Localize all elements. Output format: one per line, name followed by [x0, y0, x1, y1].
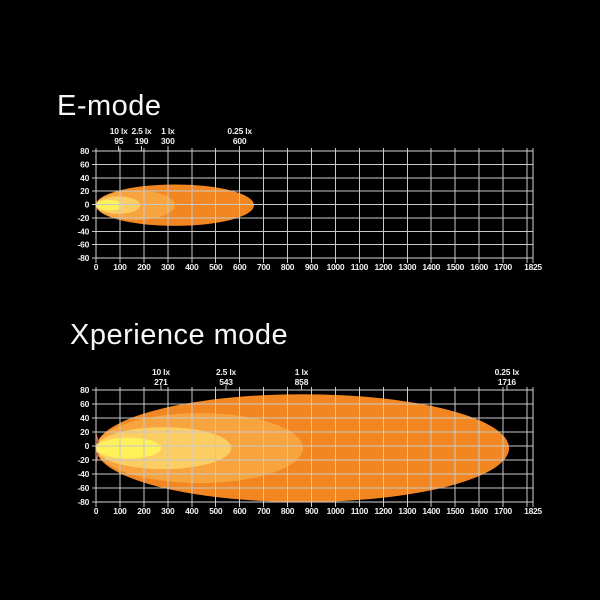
x-tick-label: 900: [305, 506, 319, 516]
x-tick-label: 600: [233, 506, 247, 516]
x-tick-label: 500: [209, 262, 223, 272]
x-tick-label: 1000: [327, 262, 345, 272]
x-tick-label: 1825: [524, 262, 542, 272]
x-tick-label: 1600: [470, 506, 488, 516]
x-tick-label: 1500: [446, 506, 464, 516]
y-tick-label: -80: [78, 253, 90, 263]
x-tick-label: 1500: [446, 262, 464, 272]
x-tick-label: 300: [161, 262, 175, 272]
isolux-distance: 600: [233, 136, 247, 146]
beam-contour-10-lx: [96, 437, 162, 459]
x-tick-label: 600: [233, 262, 247, 272]
x-tick-label: 1400: [422, 506, 440, 516]
y-tick-label: 0: [85, 200, 90, 210]
y-tick-label: 80: [80, 146, 89, 156]
isolux-distance: 1716: [498, 377, 517, 387]
x-tick-label: 300: [161, 506, 175, 516]
x-tick-label: 1300: [398, 262, 416, 272]
y-tick-label: 40: [80, 173, 89, 183]
x-tick-label: 1700: [494, 506, 512, 516]
isolux-distance: 271: [154, 377, 168, 387]
y-tick-label: 0: [85, 441, 90, 451]
isolux-label: 2.5 lx: [216, 367, 237, 377]
x-tick-label: 900: [305, 262, 319, 272]
x-tick-label: 200: [137, 262, 151, 272]
isolux-distance: 858: [295, 377, 309, 387]
y-tick-label: -40: [78, 469, 90, 479]
x-tick-label: 1000: [327, 506, 345, 516]
isolux-label: 10 lx: [110, 126, 128, 136]
xperience-mode-isolux-plot: 0 100 200 300 400 500 600 700 800 900 1000 1100 1200…: [78, 367, 543, 516]
x-tick-label: 1600: [470, 262, 488, 272]
y-tick-label: 20: [80, 186, 89, 196]
y-tick-label: 80: [80, 385, 89, 395]
x-tick-label: 100: [113, 262, 127, 272]
x-tick-label: 500: [209, 506, 223, 516]
y-tick-label: 20: [80, 427, 89, 437]
x-tick-label: 800: [281, 262, 295, 272]
chart-title-emode: E-mode: [57, 90, 162, 122]
y-tick-label: -60: [78, 240, 90, 250]
x-tick-label: 0: [94, 506, 99, 516]
y-tick-label: 60: [80, 159, 89, 169]
emode-isolux-plot: 0 100 200 300 400 500 600 700 800 900 1000 1100 1200…: [78, 126, 543, 272]
isolux-label: 0.25 lx: [227, 126, 252, 136]
y-tick-label: -80: [78, 497, 90, 507]
x-tick-label: 400: [185, 506, 199, 516]
x-tick-label: 1100: [351, 262, 369, 272]
isolux-label: 1 lx: [295, 367, 309, 377]
y-tick-label: 60: [80, 399, 89, 409]
isolux-label: 1 lx: [161, 126, 175, 136]
x-tick-label: 200: [137, 506, 151, 516]
x-tick-label: 700: [257, 262, 271, 272]
isolux-distance: 300: [161, 136, 175, 146]
plot-border: [95, 150, 534, 259]
x-tick-label: 100: [113, 506, 127, 516]
isolux-label: 2.5 lx: [131, 126, 152, 136]
beam-contour-10-lx: [96, 199, 122, 211]
x-tick-label: 1200: [374, 262, 392, 272]
y-tick-label: -20: [78, 213, 90, 223]
x-tick-label: 800: [281, 506, 295, 516]
isolux-label: 0.25 lx: [495, 367, 520, 377]
y-tick-label: -40: [78, 226, 90, 236]
x-tick-label: 1100: [351, 506, 369, 516]
y-tick-label: 40: [80, 413, 89, 423]
plot-border: [95, 389, 534, 503]
x-tick-label: 0: [94, 262, 99, 272]
x-tick-label: 1200: [374, 506, 392, 516]
isolux-distance: 543: [219, 377, 233, 387]
x-tick-label: 400: [185, 262, 199, 272]
x-tick-label: 1400: [422, 262, 440, 272]
isolux-label: 10 lx: [152, 367, 170, 377]
y-tick-label: -20: [78, 455, 90, 465]
x-tick-label: 700: [257, 506, 271, 516]
x-tick-label: 1300: [398, 506, 416, 516]
beam-contour-2.5-lx: [96, 427, 232, 470]
x-tick-label: 1700: [494, 262, 512, 272]
y-tick-label: -60: [78, 483, 90, 493]
isolux-distance: 190: [135, 136, 149, 146]
chart-title-xperience-mode: Xperience mode: [70, 319, 289, 351]
isolux-distance: 95: [114, 136, 124, 146]
x-tick-label: 1825: [524, 506, 542, 516]
